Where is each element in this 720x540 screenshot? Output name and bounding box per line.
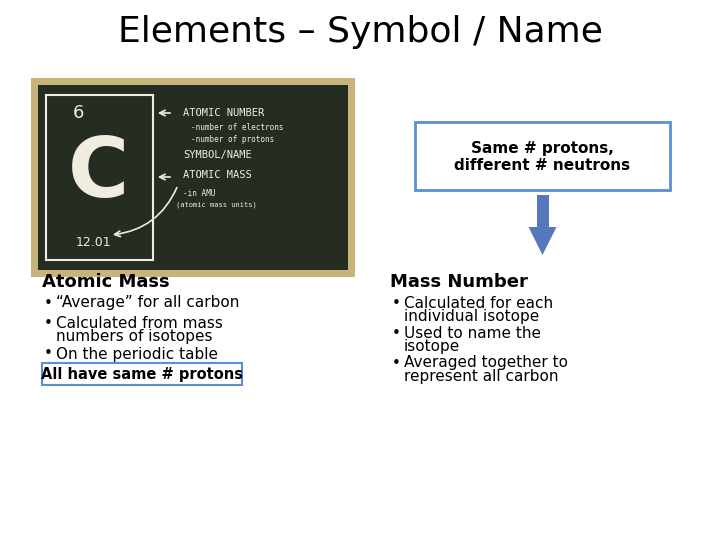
Text: ATOMIC NUMBER: ATOMIC NUMBER: [183, 108, 264, 118]
Text: -number of protons: -number of protons: [191, 134, 274, 144]
Text: individual isotope: individual isotope: [404, 309, 539, 325]
Text: ATOMIC MASS: ATOMIC MASS: [183, 170, 252, 180]
Text: Calculated from mass: Calculated from mass: [56, 315, 223, 330]
FancyBboxPatch shape: [42, 363, 242, 385]
Text: •: •: [44, 347, 53, 361]
Polygon shape: [528, 227, 557, 255]
Text: Same # protons,: Same # protons,: [471, 140, 614, 156]
Text: •: •: [392, 295, 401, 310]
Text: 12.01: 12.01: [75, 235, 111, 248]
Text: represent all carbon: represent all carbon: [404, 369, 559, 384]
Text: -number of electrons: -number of electrons: [191, 123, 284, 132]
Text: On the periodic table: On the periodic table: [56, 347, 218, 361]
Text: Atomic Mass: Atomic Mass: [42, 273, 170, 291]
Text: Calculated for each: Calculated for each: [404, 295, 553, 310]
FancyBboxPatch shape: [38, 85, 348, 270]
Text: numbers of isotopes: numbers of isotopes: [56, 329, 212, 345]
FancyBboxPatch shape: [31, 78, 355, 277]
Text: Elements – Symbol / Name: Elements – Symbol / Name: [117, 15, 603, 49]
Text: -in AMU: -in AMU: [183, 188, 215, 198]
Text: “Average” for all carbon: “Average” for all carbon: [56, 295, 239, 310]
Text: •: •: [44, 315, 53, 330]
Text: •: •: [392, 326, 401, 341]
Text: different # neutrons: different # neutrons: [454, 159, 631, 173]
Text: C: C: [68, 132, 129, 213]
Text: SYMBOL/NAME: SYMBOL/NAME: [183, 150, 252, 160]
Text: Averaged together to: Averaged together to: [404, 355, 568, 370]
Text: All have same # protons: All have same # protons: [41, 367, 243, 381]
FancyBboxPatch shape: [415, 122, 670, 190]
Text: 6: 6: [72, 104, 84, 122]
Text: (atomic mass units): (atomic mass units): [176, 202, 257, 208]
Text: •: •: [392, 355, 401, 370]
Text: Mass Number: Mass Number: [390, 273, 528, 291]
Text: isotope: isotope: [404, 340, 460, 354]
Text: Used to name the: Used to name the: [404, 326, 541, 341]
FancyBboxPatch shape: [536, 195, 549, 227]
Text: •: •: [44, 295, 53, 310]
